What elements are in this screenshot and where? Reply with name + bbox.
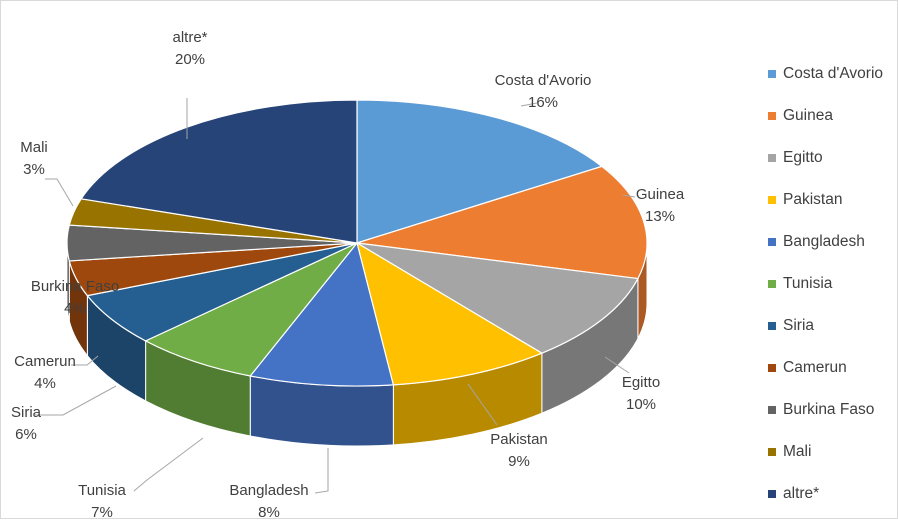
legend-swatch (768, 238, 776, 246)
leader-line-guinea (622, 194, 636, 198)
legend-label: Siria (783, 317, 815, 334)
slice-side-bangladesh (249, 375, 394, 447)
slice-value-bangladesh: 8% (258, 504, 280, 521)
legend-item-siria: Siria (768, 315, 814, 337)
slice-value-mali: 3% (23, 161, 45, 178)
legend-swatch (768, 280, 776, 288)
legend-swatch (768, 112, 776, 120)
legend-swatch (768, 154, 776, 162)
legend-label: Tunisia (783, 275, 833, 292)
slice-name-burkina-faso: Burkina Faso (30, 278, 120, 295)
pie-slices (66, 99, 648, 387)
legend-item-burkina-faso: Burkina Faso (768, 399, 874, 421)
leader-line-egitto (604, 356, 630, 374)
leader-line-costa-d-avorio (520, 102, 538, 107)
legend-label: Guinea (783, 107, 833, 124)
legend-item-altre: altre* (768, 483, 819, 505)
leader-line-camerun (71, 355, 99, 366)
slice-costa-d-avorio[interactable] (356, 99, 604, 244)
legend-item-tunisia: Tunisia (768, 273, 832, 295)
data-label-costa-d-avorio: Costa d'Avorio 16% (495, 70, 592, 114)
legend-label: Bangladesh (783, 233, 865, 250)
slice-name-guinea: Guinea (635, 186, 685, 203)
legend-label: Mali (783, 443, 812, 460)
slice-value-altre: 20% (174, 51, 206, 68)
leader-line-bangladesh (314, 448, 329, 494)
data-label-pakistan: Pakistan 9% (490, 429, 548, 473)
slice-name-costa-d-avorio: Costa d'Avorio (494, 72, 592, 89)
slice-guinea[interactable] (356, 165, 648, 280)
legend-item-egitto: Egitto (768, 147, 823, 169)
legend-swatch (768, 322, 776, 330)
legend-item-pakistan: Pakistan (768, 189, 842, 211)
data-label-egitto: Egitto 10% (622, 372, 660, 416)
data-label-altre: altre* 20% (172, 27, 207, 71)
legend-item-costa-d-avorio: Costa d'Avorio (768, 63, 883, 85)
slice-name-egitto: Egitto (621, 374, 661, 391)
data-label-camerun: Camerun 4% (14, 351, 76, 395)
data-label-burkina-faso: Burkina Faso 4% (31, 276, 119, 320)
legend-label: Camerun (783, 359, 847, 376)
legend-swatch (768, 490, 776, 498)
data-label-guinea: Guinea 13% (636, 184, 684, 228)
legend-swatch (768, 406, 776, 414)
slice-name-camerun: Camerun (14, 353, 76, 370)
slice-value-burkina-faso: 4% (64, 300, 86, 317)
leader-lines (35, 98, 636, 494)
slice-value-costa-d-avorio: 16% (527, 94, 559, 111)
data-label-mali: Mali 3% (20, 137, 48, 181)
legend-item-guinea: Guinea (768, 105, 833, 127)
leader-line-mali (45, 178, 74, 207)
data-label-siria: Siria 6% (11, 402, 41, 446)
slice-name-bangladesh: Bangladesh (229, 482, 309, 499)
slice-bangladesh[interactable] (249, 241, 395, 387)
leader-line-tunisia (133, 437, 204, 492)
legend-swatch (768, 364, 776, 372)
slice-value-tunisia: 7% (91, 504, 113, 521)
legend-label: altre* (783, 485, 820, 502)
slice-value-siria: 6% (15, 426, 37, 443)
slice-name-pakistan: Pakistan (490, 431, 548, 448)
legend-label: Pakistan (783, 191, 843, 208)
slice-name-mali: Mali (20, 139, 48, 156)
slice-egitto[interactable] (356, 242, 639, 354)
slice-name-siria: Siria (10, 404, 42, 421)
slice-value-egitto: 10% (625, 396, 657, 413)
legend-swatch (768, 70, 776, 78)
legend-label: Burkina Faso (783, 401, 875, 418)
legend-item-camerun: Camerun (768, 357, 847, 379)
legend-item-mali: Mali (768, 441, 811, 463)
slice-pakistan[interactable] (356, 241, 544, 386)
legend-label: Egitto (783, 149, 823, 166)
data-label-bangladesh: Bangladesh 8% (229, 480, 308, 524)
slice-tunisia[interactable] (144, 242, 358, 377)
slice-name-altre: altre* (172, 29, 208, 46)
legend-swatch (768, 196, 776, 204)
pie-side-walls (66, 242, 648, 447)
legend-swatch (768, 448, 776, 456)
slice-value-guinea: 13% (644, 208, 676, 225)
slice-value-camerun: 4% (34, 375, 56, 392)
leader-line-pakistan (467, 383, 498, 426)
legend-item-bangladesh: Bangladesh (768, 231, 865, 253)
legend-label: Costa d'Avorio (783, 65, 884, 82)
leader-line-siria (35, 385, 117, 416)
slice-name-tunisia: Tunisia (78, 482, 126, 499)
data-label-tunisia: Tunisia 7% (78, 480, 126, 524)
slice-value-pakistan: 9% (508, 453, 530, 470)
